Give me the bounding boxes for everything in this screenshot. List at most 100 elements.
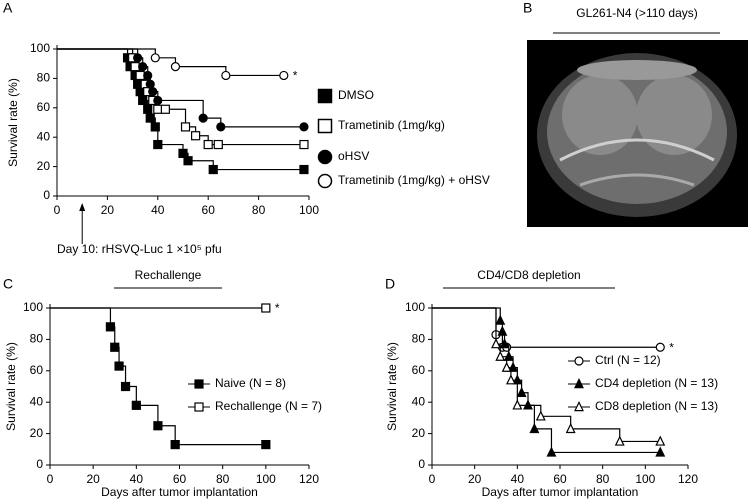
marker xyxy=(535,410,546,421)
legend-label: CD4 depletion (N = 13) xyxy=(595,376,718,390)
marker xyxy=(145,113,155,123)
y-tick-label: 20 xyxy=(30,426,44,440)
marker xyxy=(203,139,213,150)
y-tick-label: 80 xyxy=(30,332,44,346)
x-tick-label: 20 xyxy=(86,472,100,486)
y-axis-label: Survival rate (%) xyxy=(4,342,18,431)
legend-label: CD8 depletion (N = 13) xyxy=(595,399,718,413)
marker xyxy=(317,118,333,134)
annotation-text: Day 10: rHSVQ-Luc 1 ×10⁵ pfu xyxy=(57,242,222,256)
marker xyxy=(153,139,163,150)
x-tick-label: 60 xyxy=(202,203,216,217)
marker xyxy=(170,439,180,450)
y-tick-label: 0 xyxy=(36,457,43,471)
marker xyxy=(279,70,289,81)
marker xyxy=(153,95,163,106)
marker xyxy=(150,122,160,132)
x-axis-label: Days after tumor implantation xyxy=(101,485,258,499)
marker xyxy=(491,338,501,349)
marker xyxy=(261,303,271,313)
marker xyxy=(655,435,666,446)
panel-letter: A xyxy=(3,0,13,16)
marker xyxy=(148,87,158,97)
survival-line xyxy=(57,48,284,77)
x-tick-label: 60 xyxy=(553,472,567,486)
marker xyxy=(261,439,271,450)
x-tick-label: 0 xyxy=(47,472,54,486)
y-tick-label: 20 xyxy=(37,159,51,173)
y-tick-label: 20 xyxy=(412,426,426,440)
marker xyxy=(138,95,148,106)
x-tick-label: 20 xyxy=(101,203,115,217)
x-tick-label: 100 xyxy=(635,472,655,486)
marker xyxy=(516,386,527,397)
marker xyxy=(150,53,160,63)
y-tick-label: 40 xyxy=(30,394,44,408)
survival-line xyxy=(57,48,304,128)
marker xyxy=(655,342,665,352)
legend-label: Rechallenge (N = 7) xyxy=(215,399,322,413)
marker xyxy=(497,325,508,336)
legend-label: Ctrl (N = 12) xyxy=(595,353,661,367)
marker xyxy=(317,88,333,104)
marker xyxy=(299,164,309,175)
y-axis-label: Survival rate (%) xyxy=(385,342,399,431)
legend-label: oHSV xyxy=(338,149,369,163)
x-tick-label: 20 xyxy=(468,472,482,486)
marker xyxy=(153,104,163,114)
marker xyxy=(655,446,666,457)
legend-label: Trametinib (1mg/kg) + oHSV xyxy=(338,173,490,187)
marker xyxy=(574,401,584,412)
marker xyxy=(574,356,584,366)
marker xyxy=(495,314,506,325)
significance: * xyxy=(275,301,280,315)
marker xyxy=(183,156,193,166)
marker xyxy=(105,322,116,332)
marker xyxy=(114,361,124,371)
marker xyxy=(143,70,153,81)
marker xyxy=(213,139,223,150)
panel-letter: B xyxy=(523,0,532,16)
y-tick-label: 40 xyxy=(37,129,51,143)
panel-letter: C xyxy=(3,276,13,292)
marker xyxy=(170,62,181,72)
y-tick-label: 60 xyxy=(30,363,44,377)
x-tick-label: 100 xyxy=(299,203,319,217)
arrow-head xyxy=(79,203,86,211)
marker xyxy=(565,422,576,434)
marker xyxy=(120,381,131,392)
y-tick-label: 100 xyxy=(405,300,425,314)
marker xyxy=(574,378,584,389)
y-tick-label: 100 xyxy=(23,300,43,314)
x-tick-label: 40 xyxy=(511,472,525,486)
marker xyxy=(317,173,333,189)
marker xyxy=(133,53,143,63)
survival-line xyxy=(57,48,304,146)
x-tick-label: 40 xyxy=(151,203,165,217)
marker xyxy=(153,421,163,431)
y-tick-label: 40 xyxy=(412,394,426,408)
significance: * xyxy=(293,69,298,83)
marker xyxy=(110,342,120,352)
x-tick-label: 0 xyxy=(429,472,436,486)
marker xyxy=(178,148,188,158)
marker xyxy=(194,379,204,389)
marker xyxy=(130,62,140,72)
marker xyxy=(501,361,512,372)
y-tick-label: 80 xyxy=(412,332,426,346)
marker xyxy=(191,131,201,141)
marker xyxy=(495,350,506,361)
marker xyxy=(131,400,141,410)
marker xyxy=(198,113,208,123)
legend-label: Trametinib (1mg/kg) xyxy=(338,118,445,132)
marker xyxy=(135,70,145,81)
survival-line xyxy=(432,307,661,443)
marker xyxy=(614,435,625,446)
x-tick-label: 40 xyxy=(130,472,144,486)
marker xyxy=(546,446,557,457)
marker xyxy=(512,399,523,410)
marker xyxy=(317,149,333,165)
marker xyxy=(499,338,510,349)
y-tick-label: 0 xyxy=(43,188,50,202)
